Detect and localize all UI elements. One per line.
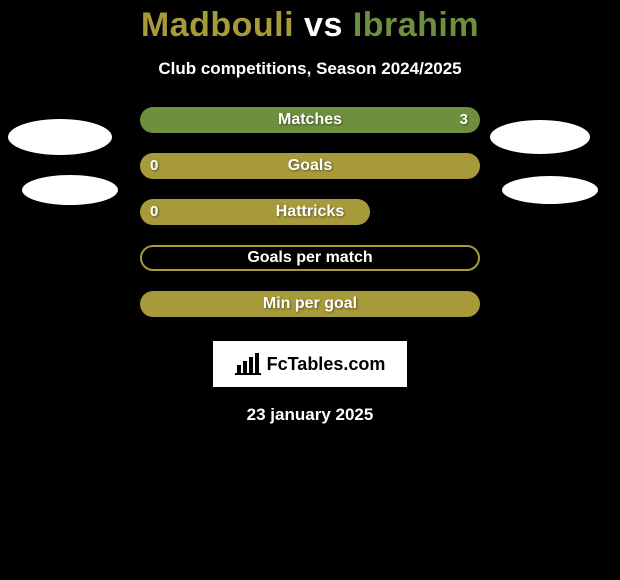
avatar-placeholder xyxy=(490,120,590,154)
bar-fill-right xyxy=(140,107,480,133)
bar-fill-left xyxy=(140,153,480,179)
page-title: Madbouli vs Ibrahim xyxy=(0,6,620,45)
date-label: 23 january 2025 xyxy=(0,405,620,425)
logo-text: FcTables.com xyxy=(267,354,386,375)
barchart-icon xyxy=(235,353,261,375)
stat-value-left: 0 xyxy=(150,199,158,225)
subtitle: Club competitions, Season 2024/2025 xyxy=(0,59,620,79)
title-player2: Ibrahim xyxy=(353,6,479,44)
title-player1: Madbouli xyxy=(141,6,294,44)
logo-badge: FcTables.com xyxy=(0,337,620,387)
title-vs: vs xyxy=(304,6,343,44)
stat-value-right: 3 xyxy=(460,107,468,133)
logo-inner: FcTables.com xyxy=(235,353,386,375)
stat-row: Min per goal xyxy=(0,291,620,337)
stat-row: Goals per match xyxy=(0,245,620,291)
comparison-card: Madbouli vs Ibrahim Club competitions, S… xyxy=(0,0,620,580)
stat-row: Hattricks0 xyxy=(0,199,620,245)
logo-box: FcTables.com xyxy=(213,341,408,387)
stat-value-left: 0 xyxy=(150,153,158,179)
bar-fill-left xyxy=(140,291,480,317)
bar-fill-left xyxy=(140,199,370,225)
bar-track xyxy=(140,245,480,271)
avatar-placeholder xyxy=(8,119,112,155)
avatar-placeholder xyxy=(502,176,598,204)
avatar-placeholder xyxy=(22,175,118,205)
